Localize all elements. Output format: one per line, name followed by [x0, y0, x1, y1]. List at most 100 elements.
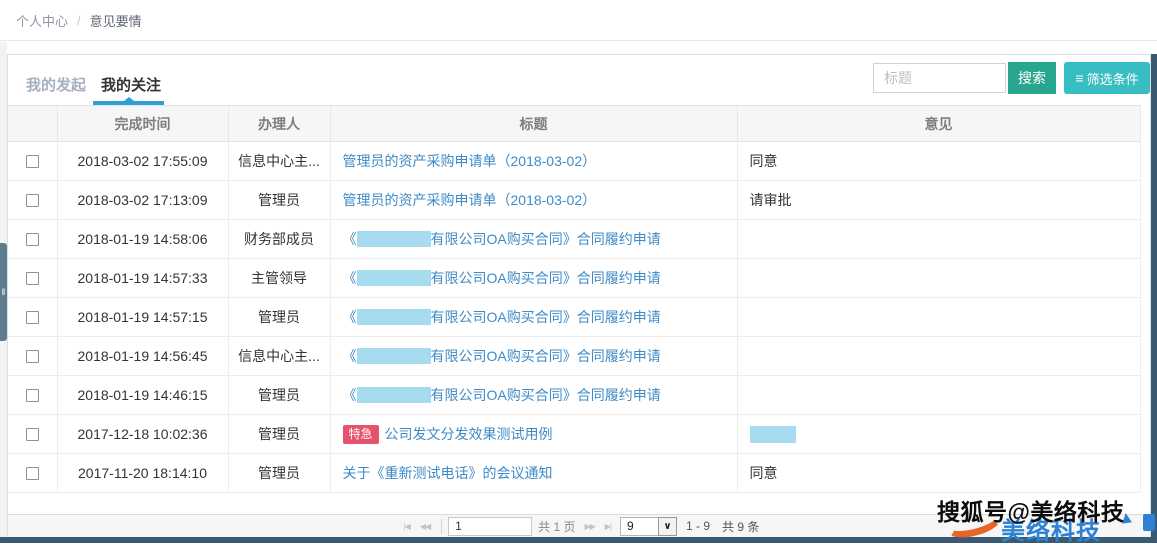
pagination-bar: |◀ ◀◀ 共 1 页 ▶▶ ▶| 9 ∨ 1 - 9 共 9 条 [8, 514, 1150, 537]
document-title-link[interactable]: 《有限公司OA购买合同》合同履约申请 [342, 387, 661, 403]
table-row: 2018-03-02 17:55:09 信息中心主... 管理员的资产采购申请单（2… [8, 141, 1141, 181]
first-page-button[interactable]: |◀ [403, 521, 411, 531]
checkbox-cell [8, 258, 57, 298]
completion-time-cell: 2018-01-19 14:46:15 [56, 375, 228, 415]
pagination-divider [441, 518, 443, 534]
completion-time-cell: 2018-01-19 14:57:33 [56, 258, 228, 298]
record-range-label: 1 - 9 [686, 519, 711, 533]
redaction-block [356, 309, 431, 325]
document-title-link[interactable]: 《有限公司OA购买合同》合同履约申请 [342, 231, 661, 247]
record-count-label: 共 9 条 [722, 519, 760, 534]
title-cell: 关于《重新测试电话》的会议通知 [329, 453, 737, 493]
row-checkbox[interactable] [25, 154, 39, 168]
title-cell: 《有限公司OA购买合同》合同履约申请 [329, 375, 737, 415]
checkbox-cell [8, 219, 57, 259]
active-tab-indicator [93, 97, 164, 105]
table-row: 2018-01-19 14:56:45 信息中心主... 《有限公司OA购买合同》合… [8, 336, 1141, 376]
table-header-row: 完成时间 办理人 标题 意见 [8, 105, 1141, 142]
table-row: 2018-03-02 17:13:09 管理员 管理员的资产采购申请单（2018-0… [8, 180, 1141, 220]
table-row: 2018-01-19 14:57:15 管理员《有限公司OA购买合同》合同履约申请 [8, 297, 1141, 337]
sidebar-collapse-handle[interactable]: ‖ [0, 243, 7, 341]
row-checkbox[interactable] [25, 232, 39, 246]
row-checkbox[interactable] [25, 193, 39, 207]
redaction-block [356, 348, 431, 364]
table-row: 2017-12-18 10:02:36 管理员 特急 公司发文分发效果测试用例 [8, 414, 1141, 454]
opinion-cell [736, 414, 1141, 454]
breadcrumb: 个人中心 / 意见要情 [0, 0, 1157, 41]
document-title-link[interactable]: 关于《重新测试电话》的会议通知 [342, 465, 553, 481]
handler-cell: 信息中心主... [227, 141, 330, 181]
next-page-button[interactable]: ▶▶ [584, 521, 595, 531]
opinion-cell [736, 297, 1141, 337]
opinion-cell [736, 336, 1141, 376]
breadcrumb-current: 意见要情 [89, 13, 142, 29]
table-row: 2017-11-20 18:14:10 管理员 关于《重新测试电话》的会议通知 同意 [8, 453, 1141, 493]
checkbox-cell [8, 375, 57, 415]
prev-page-button[interactable]: ◀◀ [419, 521, 431, 531]
opinion-cell: 请审批 [736, 180, 1141, 220]
completion-time-cell: 2018-03-02 17:13:09 [56, 180, 228, 220]
total-pages-label: 共 1 页 [538, 519, 576, 534]
checkbox-cell [8, 453, 57, 493]
title-cell: 管理员的资产采购申请单（2018-03-02） [329, 141, 737, 181]
opinion-cell [736, 375, 1141, 415]
column-header: 办理人 [227, 105, 330, 142]
grip-icon: ‖ [1, 287, 6, 297]
handler-cell: 管理员 [227, 453, 330, 493]
handler-cell: 主管领导 [227, 258, 330, 298]
document-title-link[interactable]: 管理员的资产采购申请单（2018-03-02） [342, 192, 597, 208]
watermark-text: 搜狐号@美络科技 [937, 499, 1125, 525]
search-button[interactable]: 搜索 [1008, 62, 1056, 94]
page-size-select[interactable]: 9 ∨ [620, 516, 678, 536]
handler-cell: 管理员 [227, 375, 330, 415]
last-page-button[interactable]: ▶| [604, 521, 612, 531]
row-checkbox[interactable] [25, 349, 39, 363]
breadcrumb-separator: / [77, 12, 81, 28]
document-title-link[interactable]: 公司发文分发效果测试用例 [384, 426, 553, 442]
filter-conditions-button[interactable]: ≡ 筛选条件 [1064, 62, 1150, 94]
row-checkbox[interactable] [25, 388, 39, 402]
document-title-link[interactable]: 《有限公司OA购买合同》合同履约申请 [342, 348, 661, 364]
opinions-table-container: 完成时间 办理人 标题 意见 2018-03-02 17:55:09 信息中心主... 管… [8, 105, 1141, 493]
filter-button-label: 筛选条件 [1086, 71, 1139, 87]
completion-time-cell: 2018-03-02 17:55:09 [56, 141, 228, 181]
title-search-input[interactable] [873, 63, 1006, 93]
opinion-cell [736, 219, 1141, 259]
redaction-block [356, 231, 431, 247]
row-checkbox[interactable] [25, 466, 39, 480]
page-size-value: 9 [620, 516, 659, 536]
tab-my-initiated[interactable]: 我的发起 [26, 77, 87, 94]
title-cell: 《有限公司OA购买合同》合同履约申请 [329, 258, 737, 298]
select-all-header-cell [8, 105, 57, 142]
row-checkbox[interactable] [25, 427, 39, 441]
handler-cell: 管理员 [227, 297, 330, 337]
tab-my-follows[interactable]: 我的关注 [101, 77, 162, 94]
window-frame-right [1151, 54, 1157, 543]
column-header: 标题 [329, 105, 737, 142]
chevron-down-icon: ∨ [658, 516, 678, 536]
row-checkbox[interactable] [25, 271, 39, 285]
table-body: 2018-03-02 17:55:09 信息中心主... 管理员的资产采购申请单（2… [8, 141, 1141, 493]
breadcrumb-root[interactable]: 个人中心 [16, 13, 69, 29]
handler-cell: 管理员 [227, 414, 330, 454]
table-row: 2018-01-19 14:46:15 管理员《有限公司OA购买合同》合同履约申请 [8, 375, 1141, 415]
title-cell: 特急 公司发文分发效果测试用例 [329, 414, 737, 454]
table-row: 2018-01-19 14:57:33 主管领导《有限公司OA购买合同》合同履约申… [8, 258, 1141, 298]
logo-text: 美络科技 [1001, 518, 1101, 545]
opinion-cell: 同意 [736, 141, 1141, 181]
column-header: 意见 [736, 105, 1141, 142]
document-title-link[interactable]: 《有限公司OA购买合同》合同履约申请 [342, 309, 661, 325]
row-checkbox[interactable] [25, 310, 39, 324]
logo-partial-glyph [1143, 514, 1155, 531]
document-title-link[interactable]: 管理员的资产采购申请单（2018-03-02） [342, 153, 597, 169]
checkbox-cell [8, 414, 57, 454]
checkbox-cell [8, 141, 57, 181]
opinion-cell [736, 258, 1141, 298]
document-title-link[interactable]: 《有限公司OA购买合同》合同履约申请 [342, 270, 661, 286]
checkbox-cell [8, 180, 57, 220]
handler-cell: 财务部成员 [227, 219, 330, 259]
title-cell: 《有限公司OA购买合同》合同履约申请 [329, 219, 737, 259]
table-row: 2018-01-19 14:58:06 财务部成员《有限公司OA购买合同》合同履约… [8, 219, 1141, 259]
page-number-input[interactable] [448, 516, 533, 536]
